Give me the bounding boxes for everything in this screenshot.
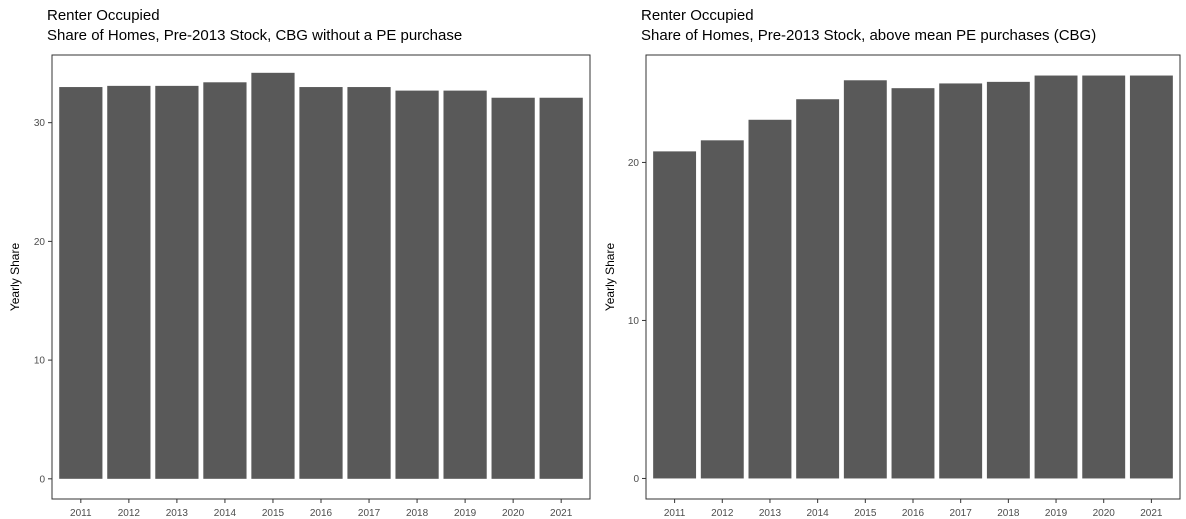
bar-2019 (1034, 75, 1078, 479)
x-tick-label: 2017 (358, 508, 381, 519)
panel-border (51, 54, 591, 500)
x-tick-label: 2018 (997, 508, 1020, 519)
x-tick-label: 2016 (310, 508, 333, 519)
chart-title: Renter Occupied (641, 7, 754, 24)
bar-2017 (939, 83, 983, 479)
x-tick-label: 2012 (118, 508, 141, 519)
bar-2015 (251, 72, 295, 479)
x-tick-label: 2016 (902, 508, 925, 519)
bar-2018 (395, 90, 439, 479)
y-tick-label: 10 (628, 316, 640, 327)
bar-2020 (1082, 75, 1126, 479)
bar-2013 (155, 85, 199, 479)
x-tick-label: 2013 (759, 508, 782, 519)
bar-2019 (443, 90, 487, 479)
bar-2011 (59, 87, 103, 479)
bar-2011 (653, 151, 697, 479)
y-tick-label: 20 (628, 158, 640, 169)
x-tick-label: 2020 (1093, 508, 1116, 519)
chart-panel-2: Renter Occupied Share of Homes, Pre-2013 … (603, 7, 1181, 519)
bar-2021 (539, 97, 583, 479)
bar-2020 (491, 97, 535, 479)
x-tick-label: 2014 (807, 508, 830, 519)
x-tick-label: 2021 (550, 508, 573, 519)
bar-2014 (203, 82, 247, 479)
x-tick-label: 2019 (454, 508, 477, 519)
x-tick-label: 2011 (70, 508, 92, 519)
y-tick-label: 30 (34, 118, 46, 129)
chart-title: Renter Occupied (47, 7, 160, 24)
x-tick-label: 2012 (711, 508, 734, 519)
x-tick-label: 2011 (664, 508, 686, 519)
bar-2016 (891, 88, 935, 479)
y-axis-label: Yearly Share (8, 243, 22, 312)
x-tick-label: 2020 (502, 508, 525, 519)
bar-2018 (986, 81, 1030, 479)
y-tick-label: 10 (34, 356, 46, 367)
y-axis-label: Yearly Share (603, 243, 617, 312)
x-tick-label: 2021 (1140, 508, 1163, 519)
y-tick-label: 0 (633, 474, 639, 485)
bar-2014 (796, 99, 840, 479)
x-tick-label: 2015 (854, 508, 877, 519)
chart-panel-1: Renter Occupied Share of Homes, Pre-2013 … (8, 7, 591, 519)
x-tick-label: 2019 (1045, 508, 1068, 519)
x-tick-label: 2015 (262, 508, 285, 519)
chart-subtitle: Share of Homes, Pre-2013 Stock, above me… (641, 27, 1096, 44)
bar-2012 (107, 85, 151, 479)
bar-2013 (748, 119, 792, 479)
bar-2017 (347, 87, 391, 479)
y-tick-label: 0 (39, 474, 45, 485)
x-tick-label: 2014 (214, 508, 237, 519)
y-tick-label: 20 (34, 237, 46, 248)
chart-subtitle: Share of Homes, Pre-2013 Stock, CBG with… (47, 27, 462, 44)
bar-2015 (843, 80, 887, 479)
x-tick-label: 2013 (166, 508, 189, 519)
x-tick-label: 2017 (950, 508, 973, 519)
bar-2012 (700, 140, 744, 479)
bar-2016 (299, 87, 343, 479)
panel-border (645, 54, 1181, 500)
x-tick-label: 2018 (406, 508, 429, 519)
bar-2021 (1129, 75, 1173, 479)
